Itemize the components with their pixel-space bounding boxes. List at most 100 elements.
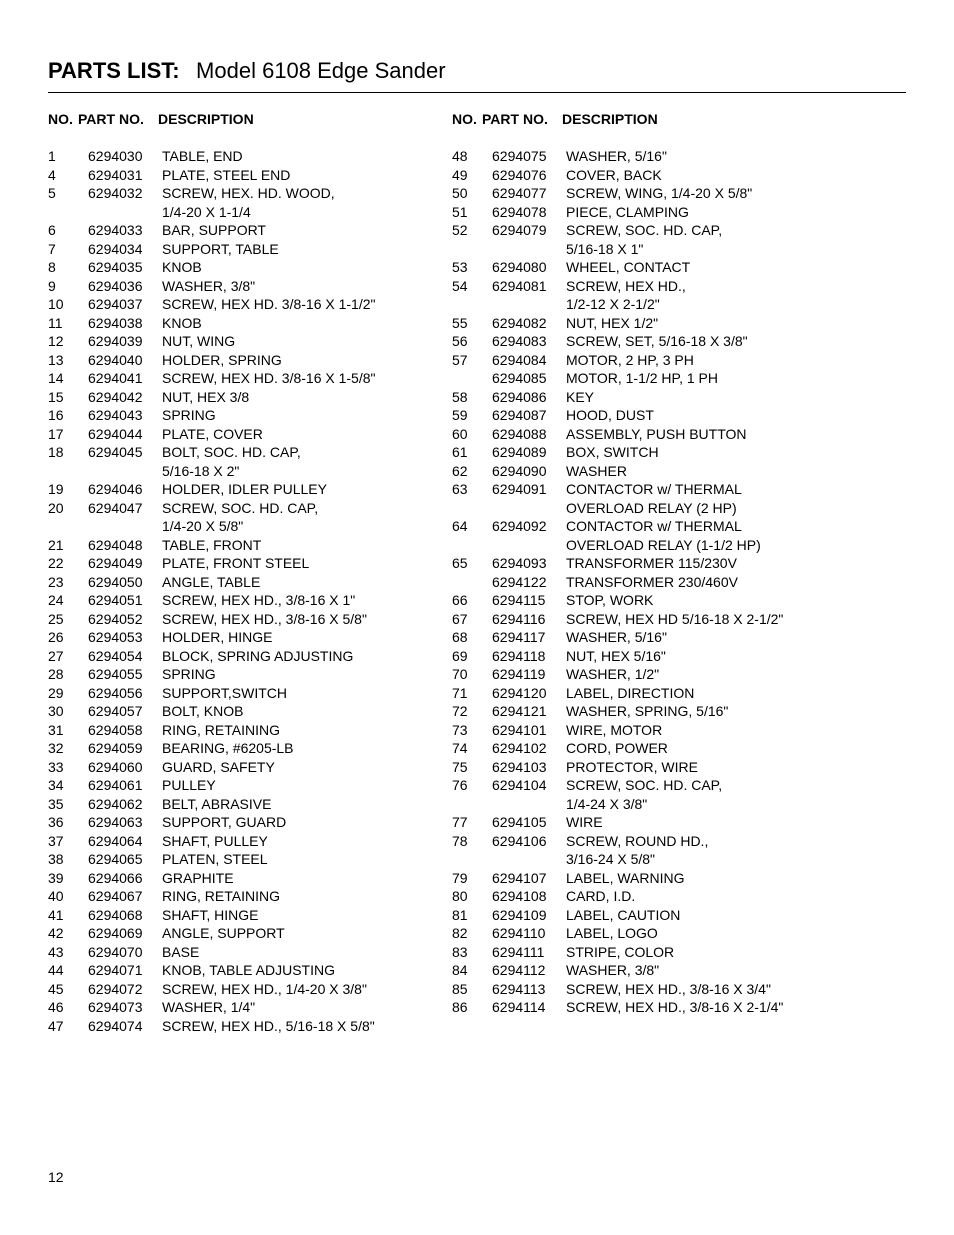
part-description-cell: PLATE, FRONT STEEL [162,554,309,573]
part-row: 96294036WASHER, 3/8" [48,277,452,296]
part-no-cell [452,499,492,518]
part-no-cell: 45 [48,980,88,999]
part-row: 726294121WASHER, SPRING, 5/16" [452,702,902,721]
part-description-cell: 1/4-24 X 3/8" [566,795,647,814]
part-number-cell: 6294103 [492,758,566,777]
part-number-cell: 6294049 [88,554,162,573]
part-row: 76294034SUPPORT, TABLE [48,240,452,259]
part-number-cell: 6294062 [88,795,162,814]
part-description-cell: CORD, POWER [566,739,668,758]
part-row: 736294101WIRE, MOTOR [452,721,902,740]
part-row: 386294065PLATEN, STEEL [48,850,452,869]
part-no-cell: 70 [452,665,492,684]
part-no-cell: 1 [48,147,88,166]
part-row: 566294083SCREW, SET, 5/16-18 X 3/8" [452,332,902,351]
part-number-cell: 6294060 [88,758,162,777]
part-number-cell: 6294059 [88,739,162,758]
part-no-cell: 31 [48,721,88,740]
part-row: 406294067RING, RETAINING [48,887,452,906]
part-number-cell: 6294054 [88,647,162,666]
part-number-cell: 6294104 [492,776,566,795]
part-number-cell: 6294073 [88,998,162,1017]
part-number-cell [492,240,566,259]
parts-columns: NO.PART NO.DESCRIPTION 16294030TABLE, EN… [48,111,906,1035]
part-description-cell: HOLDER, IDLER PULLEY [162,480,327,499]
part-row: 56294032SCREW, HEX. HD. WOOD, [48,184,452,203]
part-number-cell [88,517,162,536]
part-description-cell: 3/16-24 X 5/8" [566,850,655,869]
part-row: 466294073WASHER, 1/4" [48,998,452,1017]
column-header: NO.PART NO.DESCRIPTION [452,111,902,127]
part-description-cell: LABEL, CAUTION [566,906,680,925]
part-description-cell: BEARING, #6205-LB [162,739,294,758]
part-description-cell: SUPPORT, GUARD [162,813,286,832]
part-no-cell: 23 [48,573,88,592]
part-description-cell: SCREW, HEX HD. 3/8-16 X 1-5/8" [162,369,376,388]
part-number-cell: 6294107 [492,869,566,888]
part-number-cell: 6294118 [492,647,566,666]
part-no-cell: 25 [48,610,88,629]
part-number-cell: 6294083 [492,332,566,351]
part-no-cell: 47 [48,1017,88,1036]
part-number-cell: 6294101 [492,721,566,740]
part-description-cell: KNOB [162,258,202,277]
part-number-cell: 6294120 [492,684,566,703]
part-description-cell: WASHER, 3/8" [162,277,255,296]
part-no-cell: 62 [452,462,492,481]
part-number-cell: 6294035 [88,258,162,277]
part-description-cell: SUPPORT, TABLE [162,240,279,259]
part-row: 516294078PIECE, CLAMPING [452,203,902,222]
part-row: 636294091CONTACTOR w/ THERMAL [452,480,902,499]
part-number-cell: 6294053 [88,628,162,647]
part-no-cell: 74 [452,739,492,758]
part-row: 826294110LABEL, LOGO [452,924,902,943]
part-no-cell: 56 [452,332,492,351]
part-description-cell: BOLT, KNOB [162,702,243,721]
part-description-cell: SCREW, HEX HD., 3/8-16 X 2-1/4" [566,998,783,1017]
part-description-cell: NUT, HEX 5/16" [566,647,666,666]
part-description-cell: PLATE, COVER [162,425,263,444]
part-no-cell: 30 [48,702,88,721]
part-no-cell: 53 [452,258,492,277]
part-no-cell: 37 [48,832,88,851]
part-no-cell: 69 [452,647,492,666]
part-description-cell: CARD, I.D. [566,887,635,906]
part-description-cell: SHAFT, PULLEY [162,832,268,851]
part-row: 436294070BASE [48,943,452,962]
part-number-cell: 6294119 [492,665,566,684]
part-row: 716294120LABEL, DIRECTION [452,684,902,703]
part-number-cell: 6294109 [492,906,566,925]
part-no-cell [48,203,88,222]
part-number-cell: 6294080 [492,258,566,277]
part-description-cell: SCREW, HEX HD., 3/8-16 X 5/8" [162,610,367,629]
part-description-cell: SHAFT, HINGE [162,906,258,925]
part-no-cell: 84 [452,961,492,980]
part-number-cell: 6294088 [492,425,566,444]
part-description-cell: MOTOR, 1-1/2 HP, 1 PH [566,369,718,388]
part-description-cell: ASSEMBLY, PUSH BUTTON [566,425,747,444]
part-number-cell: 6294030 [88,147,162,166]
part-row: 676294116SCREW, HEX HD 5/16-18 X 2-1/2" [452,610,902,629]
part-description-cell: NUT, HEX 1/2" [566,314,658,333]
part-description-cell: SCREW, HEX HD., [566,277,686,296]
part-row: 646294092CONTACTOR w/ THERMAL [452,517,902,536]
part-description-cell: SPRING [162,406,216,425]
part-no-cell: 64 [452,517,492,536]
part-row: 616294089BOX, SWITCH [452,443,902,462]
part-no-cell: 59 [452,406,492,425]
part-number-cell: 6294032 [88,184,162,203]
part-no-cell: 14 [48,369,88,388]
part-row: 246294051SCREW, HEX HD., 3/8-16 X 1" [48,591,452,610]
part-description-cell: KEY [566,388,594,407]
column-header: NO.PART NO.DESCRIPTION [48,111,452,127]
part-row: 146294041SCREW, HEX HD. 3/8-16 X 1-5/8" [48,369,452,388]
part-no-cell: 19 [48,480,88,499]
part-number-cell: 6294075 [492,147,566,166]
part-description-cell: WASHER, 3/8" [566,961,659,980]
part-description-cell: WASHER [566,462,627,481]
part-no-cell: 75 [452,758,492,777]
part-no-cell: 15 [48,388,88,407]
part-number-cell: 6294117 [492,628,566,647]
part-no-cell: 63 [452,480,492,499]
part-no-cell: 21 [48,536,88,555]
